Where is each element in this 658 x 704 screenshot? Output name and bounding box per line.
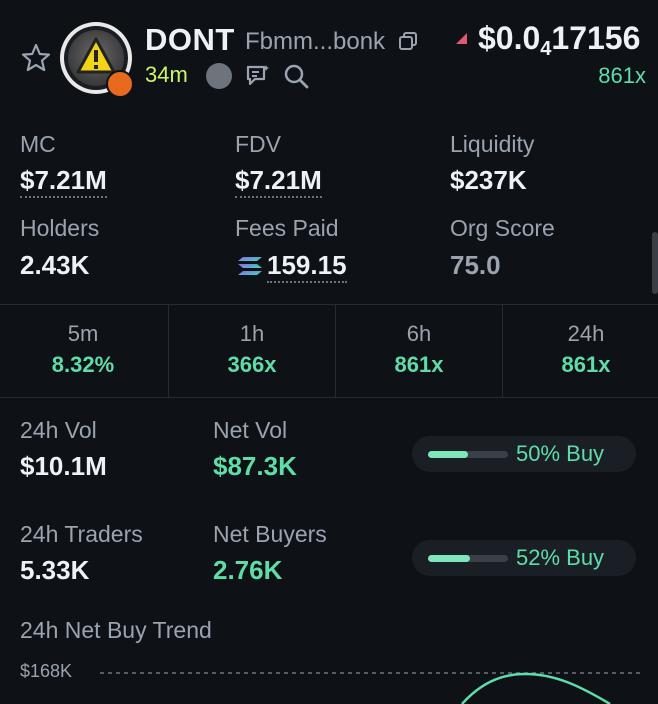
token-symbol: DONT	[145, 22, 235, 57]
holders-label: Holders	[20, 215, 100, 241]
tab-24h-value: 861x	[561, 352, 611, 377]
tab-1h-label: 1h	[239, 321, 265, 346]
volume-buy-text: 50% Buy	[516, 441, 605, 466]
fees-paid-value[interactable]: 159.15	[267, 250, 347, 283]
price-multiplier: 861x	[598, 63, 646, 88]
traders-buy-bar-fill	[428, 555, 470, 562]
tab-6h-value: 861x	[394, 352, 444, 377]
tab-5m[interactable]: 5m 8.32%	[0, 305, 168, 397]
traders-24h-label: 24h Traders	[20, 521, 143, 547]
platform-icon[interactable]	[206, 63, 232, 89]
price-change-down-icon	[456, 33, 467, 44]
fdv-value[interactable]: $7.21M	[235, 165, 322, 198]
trend-line	[461, 672, 611, 704]
mc-value[interactable]: $7.21M	[20, 165, 107, 198]
fdv-label: FDV	[235, 131, 281, 157]
tab-6h[interactable]: 6h 861x	[336, 305, 502, 397]
tab-5m-label: 5m	[67, 321, 99, 346]
token-address[interactable]: Fbmm...bonk	[245, 28, 386, 55]
traders-buy-bar	[428, 555, 508, 562]
traders-24h-value: 5.33K	[20, 555, 90, 585]
traders-buy-text: 52% Buy	[516, 545, 605, 570]
star-icon[interactable]	[20, 42, 52, 74]
scrollbar[interactable]	[652, 232, 658, 294]
tab-5m-value: 8.32%	[51, 352, 115, 377]
tab-24h-label: 24h	[567, 321, 605, 346]
divider	[502, 305, 503, 397]
liquidity-value: $237K	[450, 165, 527, 195]
volume-buy-bar	[428, 451, 508, 458]
search-icon[interactable]	[282, 62, 310, 90]
net-buy-trend-chart	[100, 672, 642, 704]
fees-paid-label: Fees Paid	[235, 215, 339, 241]
divider	[168, 305, 169, 397]
tab-1h[interactable]: 1h 366x	[169, 305, 335, 397]
net-buy-trend-title: 24h Net Buy Trend	[20, 617, 212, 643]
solana-icon	[238, 257, 262, 275]
trend-y-label: $168K	[20, 661, 73, 681]
org-score-value: 75.0	[450, 250, 501, 280]
launchpad-badge-icon	[106, 70, 134, 98]
warning-icon	[76, 37, 116, 74]
traders-buy-ratio: 52% Buy	[412, 540, 636, 576]
volume-buy-bar-fill	[428, 451, 468, 458]
liquidity-label: Liquidity	[450, 131, 535, 157]
divider	[0, 397, 658, 398]
divider	[335, 305, 336, 397]
community-chat-icon[interactable]	[244, 62, 272, 90]
net-buyers-value: 2.76K	[213, 555, 283, 585]
tab-24h[interactable]: 24h 861x	[503, 305, 658, 397]
holders-value: 2.43K	[20, 250, 90, 280]
token-price: $0.0417156	[478, 20, 641, 60]
copy-icon[interactable]	[398, 31, 418, 51]
tab-1h-value: 366x	[227, 352, 277, 377]
divider	[0, 304, 658, 305]
org-score-label: Org Score	[450, 215, 555, 241]
net-volume-value: $87.3K	[213, 451, 297, 481]
token-age: 34m	[145, 62, 188, 87]
net-volume-label: Net Vol	[213, 417, 288, 443]
volume-buy-ratio: 50% Buy	[412, 436, 636, 472]
mc-label: MC	[20, 131, 56, 157]
volume-24h-label: 24h Vol	[20, 417, 97, 443]
volume-24h-value: $10.1M	[20, 451, 107, 481]
tab-6h-label: 6h	[406, 321, 432, 346]
net-buyers-label: Net Buyers	[213, 521, 327, 547]
